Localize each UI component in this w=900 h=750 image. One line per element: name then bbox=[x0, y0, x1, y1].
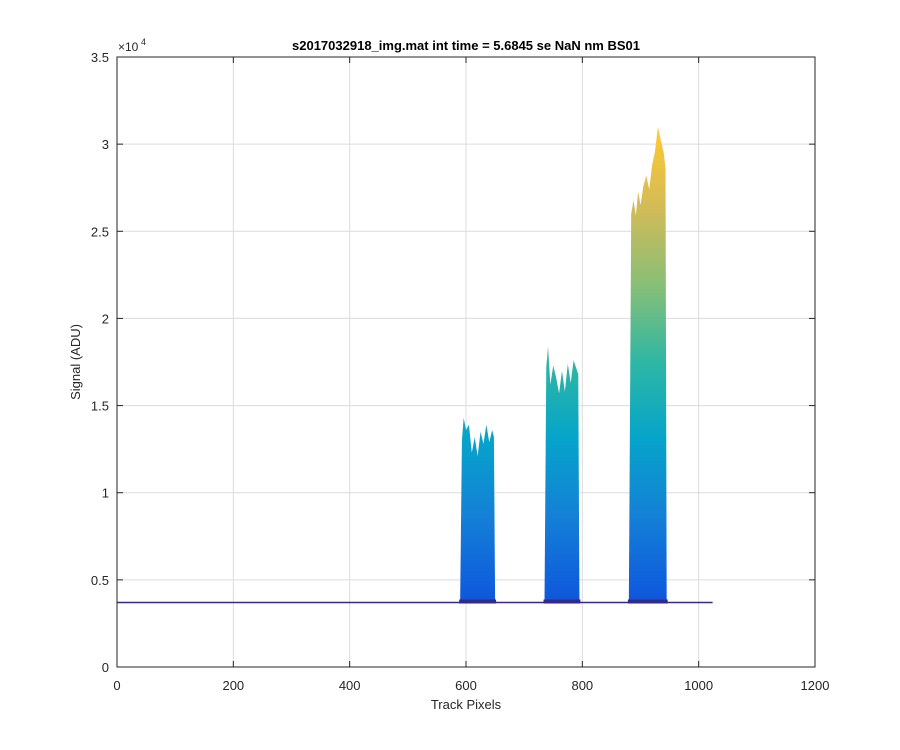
y-exponent-label: ×10 bbox=[118, 40, 139, 54]
peak-area-2 bbox=[544, 346, 580, 603]
data-series bbox=[117, 126, 713, 604]
ticks: 0 200 400 600 800 1000 1200 0 0.5 1 1.5 2 2.5 3 3.5 bbox=[91, 50, 830, 693]
peak-area-3 bbox=[628, 126, 667, 603]
x-tick-label: 1000 bbox=[684, 678, 713, 693]
y-tick-label: 1 bbox=[102, 486, 109, 501]
x-tick-label: 1200 bbox=[801, 678, 830, 693]
y-exponent-power: 4 bbox=[141, 37, 146, 47]
x-tick-label: 800 bbox=[571, 678, 593, 693]
x-tick-label: 400 bbox=[339, 678, 361, 693]
y-tick-label: 2.5 bbox=[91, 224, 109, 239]
y-tick-label: 2 bbox=[102, 311, 109, 326]
x-axis-label: Track Pixels bbox=[431, 697, 502, 712]
y-axis-label: Signal (ADU) bbox=[68, 324, 83, 400]
x-tick-label: 0 bbox=[113, 678, 120, 693]
y-tick-label: 0.5 bbox=[91, 573, 109, 588]
x-tick-label: 600 bbox=[455, 678, 477, 693]
peak-base-3 bbox=[627, 599, 668, 604]
y-tick-label: 1.5 bbox=[91, 399, 109, 414]
x-tick-label: 200 bbox=[222, 678, 244, 693]
y-tick-label: 3 bbox=[102, 137, 109, 152]
peak-area-1 bbox=[460, 417, 496, 603]
grid bbox=[117, 57, 815, 667]
y-tick-label: 3.5 bbox=[91, 50, 109, 65]
chart-title: s2017032918_img.mat int time = 5.6845 se… bbox=[292, 38, 640, 53]
peak-base-1 bbox=[459, 599, 497, 604]
peak-base-2 bbox=[543, 599, 581, 604]
y-tick-label: 0 bbox=[102, 660, 109, 675]
